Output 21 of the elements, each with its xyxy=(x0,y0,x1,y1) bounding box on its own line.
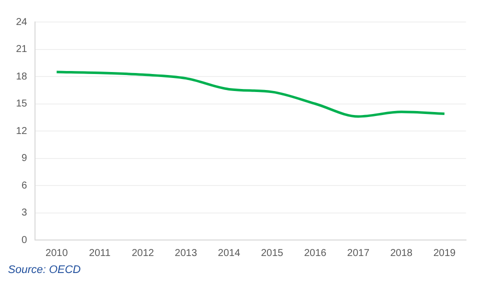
x-tick-label: 2014 xyxy=(218,248,241,259)
y-tick-label: 6 xyxy=(22,180,28,192)
x-tick-label: 2012 xyxy=(132,248,154,259)
x-tick-label: 2018 xyxy=(390,248,413,259)
x-tick-label: 2013 xyxy=(174,248,198,259)
x-tick-label: 2017 xyxy=(347,248,370,259)
x-tick-label: 2015 xyxy=(260,248,284,259)
line-series xyxy=(55,70,446,118)
x-tick-label: 2019 xyxy=(433,248,456,259)
y-tick-label: 21 xyxy=(16,44,28,55)
y-tick-label: 18 xyxy=(16,71,28,82)
y-tick-label: 3 xyxy=(22,208,28,218)
y-tick-label: 9 xyxy=(22,153,28,164)
y-tick-label: 0 xyxy=(22,234,28,246)
source-note: Source: OECD xyxy=(8,264,82,276)
x-tick-label: 2016 xyxy=(304,248,327,259)
y-tick-label: 24 xyxy=(16,16,28,28)
x-tick-label: 2010 xyxy=(46,248,68,259)
y-tick-label: 12 xyxy=(16,126,28,137)
y-tick-label: 15 xyxy=(16,98,28,110)
x-tick-label: 2011 xyxy=(88,248,111,259)
